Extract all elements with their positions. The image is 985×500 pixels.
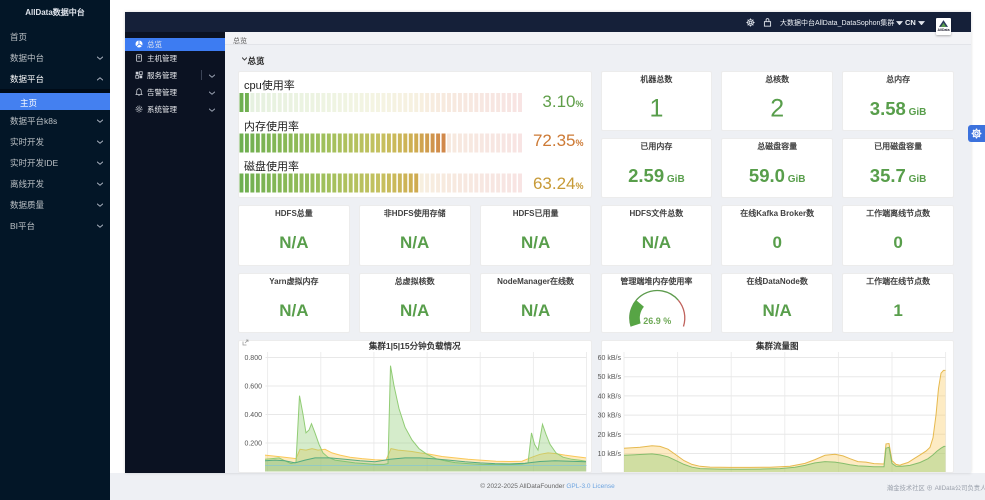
svg-text:0.200: 0.200 (244, 441, 262, 448)
svg-text:10 kB/s: 10 kB/s (598, 451, 622, 458)
svg-text:50 kB/s: 50 kB/s (598, 374, 622, 381)
svg-text:20 kB/s: 20 kB/s (598, 432, 622, 439)
svg-text:30 kB/s: 30 kB/s (598, 413, 622, 420)
svg-text:0.400: 0.400 (244, 412, 262, 419)
svg-text:60 kB/s: 60 kB/s (598, 355, 622, 362)
svg-text:40 kB/s: 40 kB/s (598, 393, 622, 400)
svg-text:0.800: 0.800 (244, 355, 262, 362)
svg-text:0.600: 0.600 (244, 384, 262, 391)
